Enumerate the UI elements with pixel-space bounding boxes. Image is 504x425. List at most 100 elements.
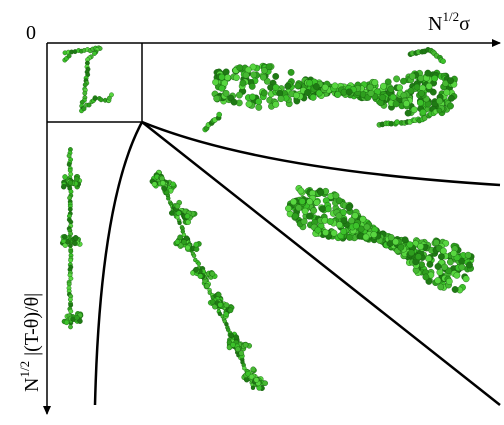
- bead: [216, 292, 221, 297]
- bead: [311, 207, 317, 213]
- bead: [63, 174, 68, 179]
- bead: [61, 184, 66, 189]
- bead: [335, 91, 341, 97]
- bead: [346, 234, 352, 240]
- bead: [402, 237, 408, 243]
- bead: [243, 72, 249, 78]
- bead: [278, 96, 284, 102]
- bead: [175, 239, 180, 244]
- label-superscript: 1/2: [442, 9, 459, 24]
- bead: [438, 284, 444, 290]
- bead: [448, 95, 454, 101]
- bead: [162, 186, 167, 191]
- bead: [400, 78, 406, 84]
- bead: [273, 73, 279, 79]
- bead: [452, 286, 458, 292]
- bead: [261, 90, 267, 96]
- bead: [408, 250, 414, 256]
- bead: [68, 325, 72, 329]
- bead: [230, 342, 235, 347]
- bead: [432, 75, 438, 81]
- bead: [318, 189, 324, 195]
- bead: [249, 83, 255, 89]
- bead: [217, 112, 222, 117]
- bead: [251, 72, 257, 78]
- bead: [454, 272, 460, 278]
- bead: [256, 104, 262, 110]
- bead: [423, 274, 429, 280]
- bead: [212, 79, 218, 85]
- bead: [166, 196, 170, 200]
- bead: [425, 70, 431, 76]
- bead: [194, 242, 199, 247]
- bead: [336, 222, 342, 228]
- bead: [171, 182, 176, 187]
- bead: [210, 271, 215, 276]
- bead: [306, 80, 312, 86]
- bead: [331, 230, 337, 236]
- bead: [197, 262, 201, 266]
- bead: [341, 228, 347, 234]
- bead: [353, 223, 359, 229]
- bead: [205, 283, 210, 288]
- bead: [360, 216, 366, 222]
- bead: [68, 258, 72, 262]
- bead: [418, 90, 424, 96]
- bead: [234, 335, 239, 340]
- bead: [255, 99, 261, 105]
- label-base: N: [428, 13, 442, 35]
- bead: [67, 162, 71, 166]
- bead: [263, 381, 268, 386]
- bead: [254, 377, 259, 382]
- y-axis-label: N1/2 |(T-θ)/θ|: [17, 293, 43, 392]
- bead: [285, 83, 291, 89]
- bead: [185, 214, 190, 219]
- bead: [465, 252, 471, 258]
- bead: [314, 199, 320, 205]
- bead: [363, 234, 369, 240]
- bead: [447, 103, 453, 109]
- bead: [74, 315, 79, 320]
- bead: [371, 231, 377, 237]
- bead: [393, 76, 399, 82]
- bead: [417, 100, 423, 106]
- bead: [306, 213, 312, 219]
- bead: [159, 176, 164, 181]
- bead: [299, 198, 305, 204]
- bead: [417, 243, 423, 249]
- bead: [372, 79, 378, 85]
- bead: [435, 263, 441, 269]
- bead: [368, 90, 374, 96]
- bead: [403, 100, 409, 106]
- bead: [260, 74, 266, 80]
- bead: [251, 367, 256, 372]
- bead: [273, 101, 279, 107]
- bead: [393, 239, 399, 245]
- bead: [293, 92, 299, 98]
- bead: [231, 99, 237, 105]
- bead: [444, 89, 450, 95]
- bead: [69, 309, 73, 313]
- label-rest: σ: [459, 13, 470, 35]
- bead: [405, 110, 411, 116]
- bead: [218, 302, 223, 307]
- bead: [73, 236, 78, 241]
- bead: [210, 299, 215, 304]
- phase-boundary: [142, 122, 500, 405]
- bead: [240, 80, 246, 86]
- bead: [214, 95, 220, 101]
- bead: [175, 204, 180, 209]
- label-base: N: [21, 378, 43, 392]
- bead: [437, 269, 443, 275]
- bead: [388, 86, 394, 92]
- bead: [346, 89, 352, 95]
- bead: [290, 199, 296, 205]
- bead: [219, 85, 225, 91]
- bead: [436, 98, 442, 104]
- bead: [451, 250, 457, 256]
- bead: [315, 227, 321, 233]
- bead: [364, 224, 370, 230]
- bead: [463, 276, 469, 282]
- bead: [92, 51, 96, 55]
- bead: [296, 205, 302, 211]
